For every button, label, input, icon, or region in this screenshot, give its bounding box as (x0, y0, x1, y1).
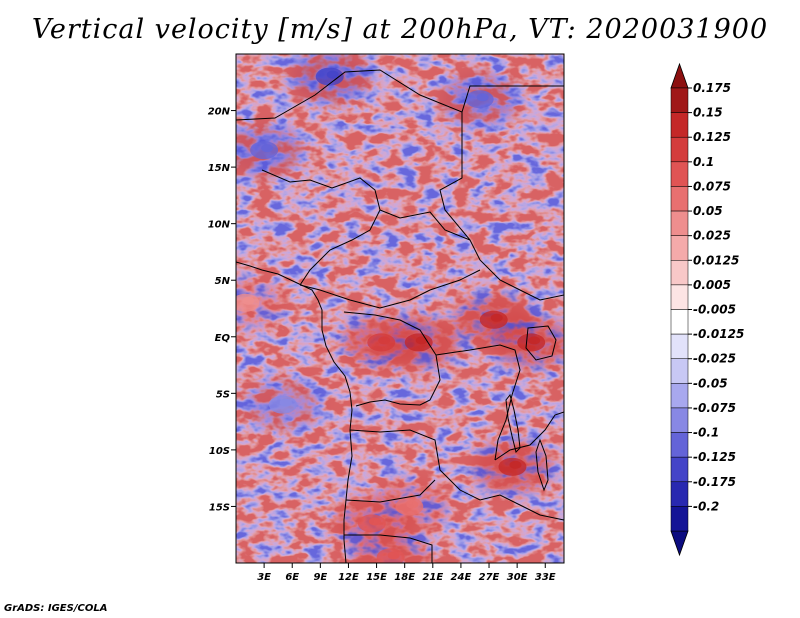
colorbar-label: -0.1 (693, 426, 719, 440)
colorbar-label: -0.05 (693, 376, 728, 390)
y-axis: 20N 15N 10N 5N EQ 5S 10S 15S (208, 107, 236, 513)
border-10 (344, 534, 433, 563)
colorbar-label: 0.15 (693, 106, 723, 120)
colorbar-swatch (670, 136, 689, 163)
colorbar-label: 0.005 (693, 278, 731, 292)
x-tick-label: 30E (507, 572, 528, 583)
colorbar-label: -0.2 (693, 499, 719, 513)
coastline-west (236, 261, 353, 563)
colorbar-swatch (670, 161, 689, 187)
colorbar-label: 0.0125 (693, 253, 739, 267)
x-tick-label: 18E (394, 572, 415, 583)
colorbar-swatch (670, 432, 689, 458)
colorbar-swatch (670, 456, 689, 483)
border-8 (349, 429, 564, 521)
colorbar-label: 0.025 (693, 229, 731, 243)
colorbar-swatch (670, 506, 689, 532)
x-tick-label: 15E (366, 572, 387, 583)
border-6 (343, 311, 441, 407)
border-5 (299, 269, 481, 309)
colorbar: 0.175 0.15 0.125 0.1 0.075 0.05 0.025 0.0125 0.0… (670, 62, 744, 557)
hotspot-layer (236, 67, 546, 563)
x-tick-label: 27E (479, 572, 500, 583)
colorbar-label: 0.1 (693, 155, 714, 169)
hotspot-core (368, 517, 381, 526)
colorbar-label: -0.175 (693, 475, 736, 489)
x-tick-label: 21E (422, 572, 443, 583)
colorbar-swatch (670, 383, 689, 409)
credit-label: GrADS: IGES/COLA (4, 603, 108, 614)
hotspot-core (387, 551, 400, 560)
border-9 (345, 479, 436, 503)
x-tick-label: 24E (451, 572, 472, 583)
y-tick-label: 20N (208, 107, 231, 118)
colorbar-label: -0.025 (693, 352, 736, 366)
hotspot-core (378, 336, 391, 345)
hotspot-core (528, 336, 541, 345)
chart-title: Vertical velocity [m/s] at 200hPa, VT: 2… (31, 14, 769, 45)
colorbar-label: 0.05 (693, 204, 723, 218)
x-tick-label: 33E (535, 572, 556, 583)
colorbar-swatch (670, 186, 689, 212)
velocity-texture (236, 54, 564, 563)
hotspot-core (406, 500, 419, 509)
y-tick-label: 15S (209, 502, 230, 513)
colorbar-swatch (670, 260, 689, 286)
hotspot-core (326, 70, 339, 79)
border-3 (261, 169, 381, 286)
hotspot-core (242, 296, 255, 305)
country-borders (236, 69, 564, 563)
colorbar-swatch (670, 358, 689, 384)
colorbar-label: 0.125 (693, 130, 731, 144)
colorbar-swatch (670, 407, 689, 433)
hotspot-core (279, 398, 292, 407)
y-tick-label: 15N (208, 163, 231, 174)
colorbar-swatch (670, 309, 689, 335)
x-tick-label: 6E (285, 572, 299, 583)
y-tick-label: 10S (209, 446, 230, 457)
y-tick-label: 10N (208, 220, 231, 231)
colorbar-label: 0.175 (693, 81, 731, 95)
y-tick-label: 5S (216, 389, 230, 400)
hotspot-core (509, 460, 522, 469)
colorbar-top-arrow (670, 62, 689, 89)
x-tick-label: 9E (313, 572, 327, 583)
border-7 (435, 344, 521, 461)
border-11 (494, 411, 564, 461)
lake-tanganyika (505, 393, 521, 453)
lake-victoria (525, 325, 557, 361)
y-tick-label: 5N (215, 276, 231, 287)
hotspot-core (415, 336, 428, 345)
lake-malawi (535, 438, 549, 492)
colorbar-swatch (670, 210, 689, 236)
plot-frame (235, 53, 565, 564)
colorbar-label: 0.075 (693, 179, 731, 193)
x-tick-label: 3E (257, 572, 271, 583)
colorbar-swatch (670, 87, 689, 113)
border-4 (379, 209, 564, 301)
colorbar-swatch (670, 481, 689, 507)
x-tick-label: 12E (338, 572, 359, 583)
x-axis: 3E 6E 9E 12E 15E 18E 21E 24E 27E 30E 33E (257, 563, 556, 583)
hotspot-core (490, 313, 503, 322)
colorbar-label: -0.075 (693, 401, 736, 415)
colorbar-label: -0.005 (693, 303, 736, 317)
colorbar-bottom-arrow (670, 530, 689, 557)
colorbar-swatch (670, 112, 689, 138)
border-2 (461, 85, 564, 113)
hotspot-core (261, 144, 274, 153)
plot-area (236, 54, 564, 563)
colorbar-swatch (670, 284, 689, 310)
colorbar-label: -0.0125 (693, 327, 744, 341)
colorbar-swatch (670, 235, 689, 261)
colorbar-label: -0.125 (693, 450, 736, 464)
border-1 (236, 69, 471, 241)
y-tick-label: EQ (215, 333, 231, 344)
hotspot-core (476, 93, 489, 102)
colorbar-swatch (670, 333, 689, 359)
